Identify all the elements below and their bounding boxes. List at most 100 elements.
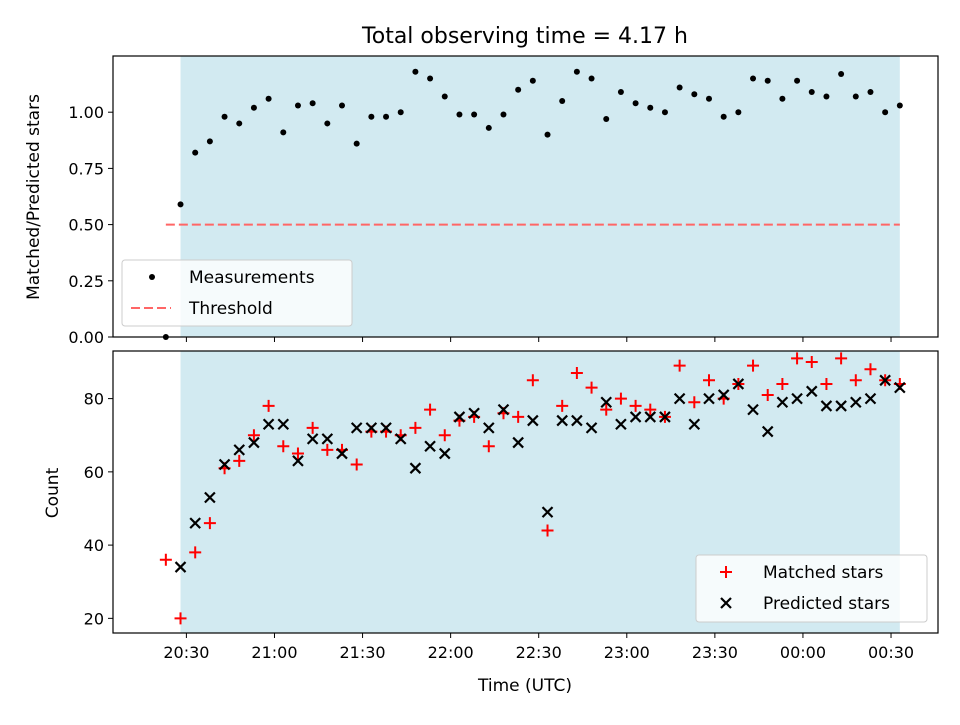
matched-star-point [835, 352, 848, 365]
measurement-point [588, 75, 595, 82]
x-tick-label: 22:00 [428, 643, 474, 662]
measurement-point [485, 124, 492, 131]
measurement-point [544, 131, 551, 138]
matched-star-point [600, 403, 613, 416]
predicted-star-point [409, 462, 422, 474]
measurement-point [500, 111, 507, 118]
predicted-star-point [894, 381, 906, 394]
predicted-star-point [717, 389, 730, 401]
top-legend [121, 259, 353, 327]
matched-star-point [277, 440, 290, 453]
measurement-point [397, 109, 404, 116]
measurement-point [427, 75, 434, 82]
matched-star-point [629, 399, 642, 412]
matched-star-point [644, 403, 657, 416]
matched-star-point [321, 443, 334, 456]
matched-star-point [776, 377, 789, 390]
predicted-star-point [365, 422, 378, 434]
measurement-point [324, 120, 331, 127]
x-tick-label: 21:30 [340, 643, 386, 662]
measurement-point [368, 113, 375, 120]
measurement-point [515, 86, 522, 93]
x-tick-label: 22:30 [516, 643, 562, 662]
measurement-point [603, 115, 610, 122]
measurement-point [867, 88, 874, 95]
predicted-star-point [805, 385, 818, 398]
matched-star-point [570, 366, 583, 379]
top-y-tick-label: 1.00 [68, 103, 104, 122]
measurement-point [882, 109, 889, 116]
matched-star-point [541, 524, 554, 537]
predicted-star-point [776, 396, 789, 409]
matched-star-point [262, 399, 275, 412]
predicted-star-point [615, 418, 627, 431]
top-y-tick-label: 0.00 [68, 328, 104, 347]
predicted-star-point [483, 422, 495, 434]
legend-label: Matched stars [763, 563, 883, 583]
predicted-star-point [527, 414, 539, 427]
legend-measurements-marker [149, 274, 155, 280]
x-tick-label: 20:30 [163, 643, 209, 662]
predicted-star-point [306, 433, 319, 445]
x-tick-label: 23:30 [692, 643, 738, 662]
bottom-y-axis-label: Count [43, 467, 63, 518]
matched-star-point [864, 363, 877, 376]
predicted-star-point [820, 400, 833, 412]
predicted-star-point [350, 422, 363, 434]
measurement-point [309, 100, 316, 107]
matched-star-point [159, 553, 172, 566]
predicted-star-point [233, 444, 246, 456]
measurement-point [177, 201, 184, 208]
matched-star-point [526, 374, 539, 387]
predicted-star-point [644, 411, 657, 423]
predicted-star-point [292, 455, 304, 467]
predicted-star-point [732, 378, 745, 390]
x-tick-label: 00:00 [780, 643, 826, 662]
measurement-point [705, 95, 712, 102]
top-y-axis-label: Matched/Predicted stars [24, 94, 44, 300]
predicted-star-point [850, 396, 862, 409]
measurement-point [221, 113, 228, 120]
predicted-star-point [864, 392, 877, 405]
measurement-point [632, 100, 639, 107]
top-y-tick-label: 0.75 [68, 159, 104, 178]
matched-star-point [247, 429, 260, 442]
measurement-point [838, 70, 845, 77]
predicted-star-point [424, 440, 436, 452]
predicted-star-point [659, 411, 671, 423]
measurement-point [250, 104, 257, 111]
measurement-point [661, 109, 668, 116]
measurement-point [823, 93, 830, 100]
matched-star-point [791, 352, 804, 365]
matched-star-point [350, 458, 363, 471]
predicted-star-point [512, 436, 524, 449]
matched-star-point [174, 612, 187, 625]
measurement-point [896, 102, 903, 109]
predicted-star-point [585, 422, 598, 434]
measurement-point [383, 113, 390, 120]
matched-star-point [409, 421, 422, 434]
predicted-star-point [394, 433, 407, 445]
measurement-point [735, 109, 742, 116]
matched-star-point [702, 374, 715, 387]
predicted-star-point [189, 517, 201, 529]
measurement-point [206, 138, 213, 145]
predicted-star-point [541, 506, 554, 518]
bottom-axes-frame [112, 350, 939, 634]
measurement-point [265, 95, 272, 102]
measurement-point [294, 102, 301, 109]
matched-star-point [203, 517, 216, 530]
top-axes-frame [112, 55, 939, 338]
measurement-point [412, 68, 419, 75]
measurement-point [471, 111, 478, 118]
measurement-point [808, 88, 815, 95]
matched-star-point [585, 381, 598, 394]
matched-star-point [556, 399, 569, 412]
measurement-point [720, 113, 727, 120]
legend-label: Predicted stars [763, 594, 890, 614]
measurement-point [764, 77, 771, 84]
measurement-point [529, 77, 536, 84]
measurement-point [779, 95, 786, 102]
measurement-point [456, 111, 463, 118]
